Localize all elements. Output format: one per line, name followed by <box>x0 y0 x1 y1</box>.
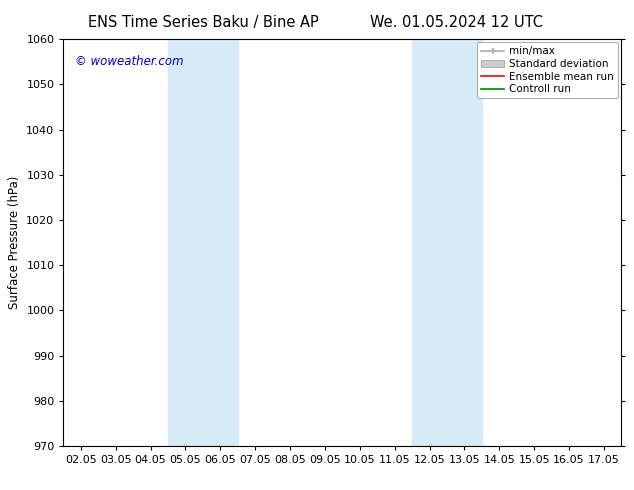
Text: © woweather.com: © woweather.com <box>75 55 183 69</box>
Bar <box>168 39 238 446</box>
Text: ENS Time Series Baku / Bine AP: ENS Time Series Baku / Bine AP <box>87 15 318 30</box>
Text: We. 01.05.2024 12 UTC: We. 01.05.2024 12 UTC <box>370 15 543 30</box>
Legend: min/max, Standard deviation, Ensemble mean run, Controll run: min/max, Standard deviation, Ensemble me… <box>477 42 618 98</box>
Bar <box>412 39 482 446</box>
Y-axis label: Surface Pressure (hPa): Surface Pressure (hPa) <box>8 176 21 309</box>
